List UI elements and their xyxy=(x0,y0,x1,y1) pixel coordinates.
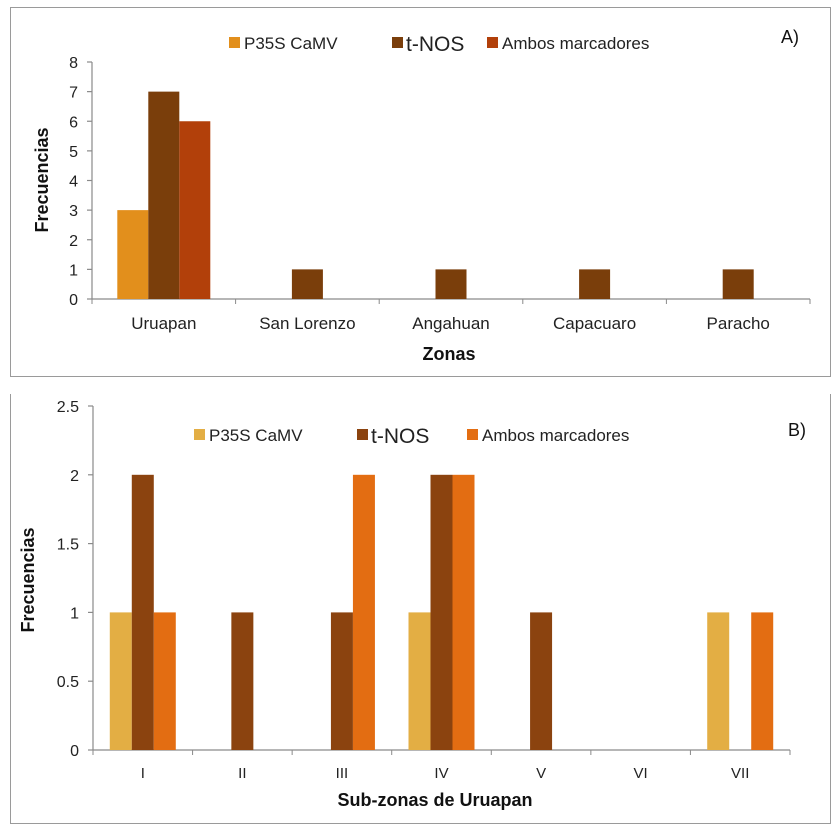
bar-b-s1-c2 xyxy=(330,612,353,750)
x-tick-label-a: San Lorenzo xyxy=(259,314,355,333)
bar-b-s2-c6 xyxy=(751,612,774,750)
plot-area-a: 0 1 2 3 4 5 6 7 8 Uruapan San Lorenzo Angahuan Capac… xyxy=(69,55,811,333)
y-tick-label-b: 2.5 xyxy=(57,399,79,416)
bar-a-s1-c3 xyxy=(579,269,611,299)
x-tick-label-b: VII xyxy=(731,765,749,782)
y-tick-label-a: 2 xyxy=(69,233,78,250)
y-tick-label-b: 1.5 xyxy=(57,537,79,554)
legend-label-b-tnos: t-NOS xyxy=(371,425,429,448)
bar-b-s2-c2 xyxy=(352,474,375,750)
y-tick-label-b: 0 xyxy=(70,743,79,760)
x-tick-label-a: Angahuan xyxy=(412,314,490,333)
legend-a: P35S CaMV t-NOS Ambos marcadores xyxy=(229,33,649,56)
bar-b-s1-c0 xyxy=(131,474,154,750)
legend-swatch-b-p35s xyxy=(194,429,205,440)
y-tick-label-a: 0 xyxy=(69,292,78,309)
bar-b-s0-c6 xyxy=(707,612,730,750)
bar-b-s1-c1 xyxy=(231,612,254,750)
y-tick-label-a: 1 xyxy=(69,262,78,279)
legend-swatch-a-ambos xyxy=(487,37,498,48)
legend-swatch-b-tnos xyxy=(357,429,368,440)
chart-panel-a xyxy=(10,7,831,377)
x-tick-label-a: Capacuaro xyxy=(553,314,636,333)
x-tick-label-b: IV xyxy=(434,765,448,782)
legend-label-a-p35s: P35S CaMV xyxy=(244,34,338,53)
y-tick-label-b: 1 xyxy=(70,605,79,622)
legend-label-b-p35s: P35S CaMV xyxy=(209,426,303,445)
x-tick-label-a: Uruapan xyxy=(131,314,196,333)
x-tick-label-b: VI xyxy=(634,765,648,782)
y-tick-label-a: 5 xyxy=(69,144,78,161)
bar-b-s1-c4 xyxy=(530,612,553,750)
x-tick-label-b: V xyxy=(536,765,546,782)
bar-a-s0-c0 xyxy=(117,210,149,299)
bar-a-s1-c0 xyxy=(148,91,180,299)
plot-area-b: 00.511.522.5I II III IV V VI VII xyxy=(57,399,791,782)
bar-b-s0-c3 xyxy=(408,612,431,750)
y-tick-label-b: 0.5 xyxy=(57,674,79,691)
bar-b-s2-c3 xyxy=(452,474,475,750)
x-tick-label-a: Paracho xyxy=(707,314,770,333)
x-tick-label-b: II xyxy=(238,765,246,782)
legend-b: P35S CaMV t-NOS Ambos marcadores xyxy=(194,425,629,448)
x-tick-label-b: III xyxy=(336,765,349,782)
y-tick-label-a: 8 xyxy=(69,55,78,72)
y-axis-title-b: Frecuencias xyxy=(18,527,38,632)
bar-b-s1-c3 xyxy=(430,474,453,750)
y-tick-label-a: 3 xyxy=(69,203,78,220)
bar-a-s1-c1 xyxy=(291,269,323,299)
y-tick-label-b: 2 xyxy=(70,468,79,485)
y-tick-label-a: 4 xyxy=(69,174,78,191)
y-tick-label-a: 7 xyxy=(69,85,78,102)
legend-label-a-tnos: t-NOS xyxy=(406,33,464,56)
bar-a-s2-c0 xyxy=(179,121,211,299)
legend-label-a-ambos: Ambos marcadores xyxy=(502,34,649,53)
bar-b-s0-c0 xyxy=(109,612,132,750)
x-axis-title-a: Zonas xyxy=(422,344,475,364)
bar-a-s1-c4 xyxy=(722,269,754,299)
panel-label-a: A) xyxy=(781,27,799,47)
legend-swatch-a-tnos xyxy=(392,37,403,48)
legend-label-b-ambos: Ambos marcadores xyxy=(482,426,629,445)
panel-label-b: B) xyxy=(788,420,806,440)
y-tick-label-a: 6 xyxy=(69,114,78,131)
bar-a-s1-c2 xyxy=(435,269,467,299)
bar-b-s2-c0 xyxy=(153,612,176,750)
x-axis-title-b: Sub-zonas de Uruapan xyxy=(337,790,532,810)
legend-swatch-a-p35s xyxy=(229,37,240,48)
legend-swatch-b-ambos xyxy=(467,429,478,440)
x-tick-label-b: I xyxy=(141,765,145,782)
y-axis-title-a: Frecuencias xyxy=(32,127,52,232)
